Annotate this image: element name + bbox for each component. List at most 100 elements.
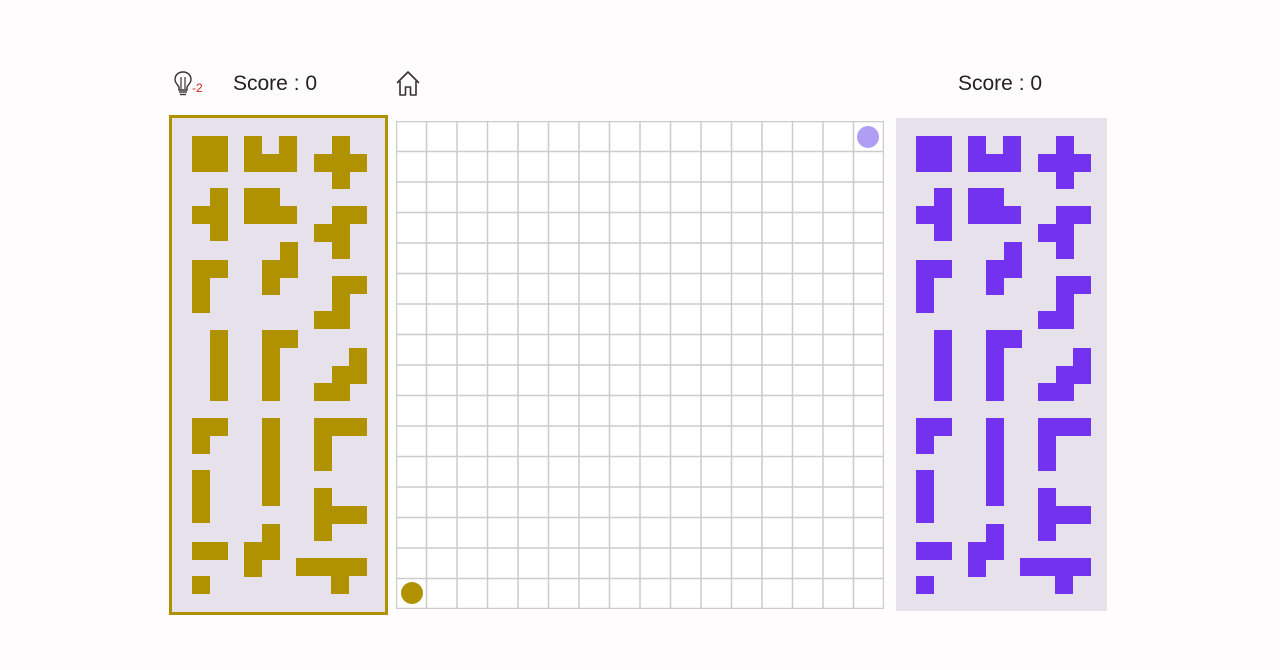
piece-cell	[968, 541, 986, 560]
piece-cell	[331, 171, 350, 189]
piece-cell	[985, 153, 1004, 172]
piece-cell	[1055, 136, 1074, 154]
piece-cell	[279, 136, 297, 154]
piece-cell	[986, 382, 1004, 401]
piece-cell	[192, 435, 210, 454]
piece-cell	[986, 330, 1004, 348]
piece-cell	[262, 453, 280, 471]
piece-cell	[916, 487, 934, 506]
home-icon	[396, 71, 420, 96]
piece-cell	[209, 136, 228, 154]
piece-cell	[210, 347, 228, 366]
piece-cell	[262, 382, 280, 401]
piece-cell	[933, 188, 952, 206]
piece-cell	[1003, 259, 1022, 278]
piece-cell	[261, 541, 280, 560]
piece-cell	[261, 153, 280, 172]
piece-cell	[916, 260, 934, 278]
piece-cell	[210, 330, 228, 348]
piece-cell	[261, 524, 280, 542]
piece-cell	[1037, 558, 1056, 576]
piece-cell	[192, 505, 210, 523]
piece-cell	[210, 382, 228, 401]
piece-cell	[916, 277, 934, 296]
piece-cell	[349, 276, 367, 294]
piece-cell	[1073, 505, 1091, 524]
piece-cell	[1055, 418, 1074, 436]
piece-cell	[262, 277, 280, 295]
piece-cell	[192, 576, 210, 594]
piece-cell	[279, 330, 298, 348]
hint-button[interactable]: -2	[172, 70, 212, 100]
piece-cell	[1055, 558, 1073, 576]
piece-cell	[331, 293, 350, 312]
piece-cell	[1038, 453, 1056, 471]
piece-cell	[262, 418, 280, 436]
piece-cell	[262, 330, 280, 348]
piece-cell	[933, 153, 952, 172]
player2-start-marker	[857, 126, 879, 148]
piece-cell	[1003, 205, 1021, 224]
piece-cell	[331, 241, 350, 259]
home-button[interactable]	[394, 69, 422, 99]
piece-cell	[313, 558, 332, 576]
piece-cell	[1055, 223, 1074, 242]
piece-cell	[934, 365, 952, 383]
piece-cell	[1072, 558, 1091, 576]
piece-cell	[934, 382, 952, 401]
piece-cell	[1020, 558, 1038, 576]
piece-cell	[261, 188, 280, 206]
piece-cell	[985, 188, 1004, 206]
piece-cell	[1038, 153, 1056, 172]
piece-cell	[314, 311, 332, 329]
piece-cell	[986, 470, 1004, 489]
piece-cell	[1038, 523, 1056, 541]
piece-cell	[1055, 171, 1074, 189]
game-board[interactable]	[396, 121, 884, 609]
piece-cell	[986, 488, 1004, 506]
piece-cell	[261, 205, 280, 224]
piece-cell	[933, 223, 952, 241]
player1-start-marker	[401, 582, 423, 604]
piece-cell	[209, 223, 228, 241]
piece-cell	[916, 505, 934, 523]
piece-cell	[279, 242, 298, 260]
piece-cell	[1073, 276, 1091, 294]
piece-cell	[1038, 223, 1056, 242]
piece-cell	[209, 260, 228, 278]
player2-score: Score : 0	[958, 72, 1043, 95]
piece-cell	[314, 505, 332, 524]
piece-cell	[209, 418, 228, 436]
piece-cell	[314, 418, 332, 436]
piece-cell	[1073, 348, 1091, 366]
piece-cell	[1003, 136, 1021, 154]
piece-cell	[349, 153, 367, 172]
piece-cell	[349, 206, 367, 224]
piece-cell	[349, 365, 367, 384]
piece-cell	[916, 136, 934, 154]
piece-cell	[244, 541, 262, 560]
piece-cell	[192, 470, 210, 488]
piece-cell	[1038, 383, 1056, 401]
piece-cell	[209, 188, 228, 206]
piece-cell	[192, 542, 210, 560]
piece-cell	[985, 524, 1004, 542]
piece-cell	[331, 311, 350, 329]
piece-cell	[1055, 365, 1074, 384]
piece-cell	[192, 136, 210, 154]
piece-cell	[348, 558, 367, 576]
piece-cell	[1073, 365, 1091, 384]
piece-cell	[279, 153, 297, 172]
piece-cell	[916, 418, 934, 436]
piece-cell	[262, 435, 280, 454]
piece-cell	[192, 295, 210, 313]
piece-cell	[192, 260, 210, 278]
player2-piece-tray	[896, 118, 1107, 611]
piece-cell	[1055, 575, 1073, 594]
board-grid[interactable]	[396, 121, 884, 609]
piece-cell	[209, 542, 228, 560]
piece-cell	[1055, 276, 1074, 294]
piece-cell	[916, 295, 934, 313]
piece-cell	[331, 505, 350, 524]
piece-cell	[1055, 241, 1074, 259]
